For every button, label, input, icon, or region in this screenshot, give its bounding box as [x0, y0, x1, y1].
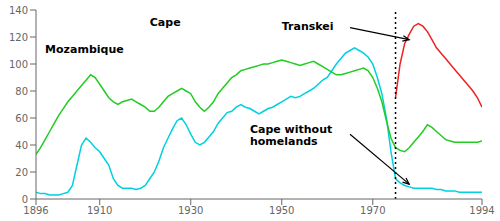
svg-text:Transkei: Transkei	[282, 20, 334, 33]
svg-text:1950: 1950	[269, 205, 294, 216]
svg-text:40: 40	[15, 140, 28, 151]
svg-text:60: 60	[15, 113, 28, 124]
svg-text:Cape: Cape	[150, 16, 181, 29]
svg-text:140: 140	[9, 5, 28, 16]
svg-text:80: 80	[15, 86, 28, 97]
svg-text:1970: 1970	[360, 205, 385, 216]
svg-text:100: 100	[9, 59, 28, 70]
svg-text:1930: 1930	[178, 205, 203, 216]
svg-text:0: 0	[22, 194, 28, 205]
svg-text:Mozambique: Mozambique	[45, 43, 124, 56]
svg-text:1896: 1896	[23, 205, 48, 216]
svg-text:120: 120	[9, 32, 28, 43]
svg-text:20: 20	[15, 167, 28, 178]
svg-text:1910: 1910	[87, 205, 112, 216]
svg-text:Cape withouthomelands: Cape withouthomelands	[250, 123, 332, 149]
svg-text:1994: 1994	[469, 205, 492, 216]
